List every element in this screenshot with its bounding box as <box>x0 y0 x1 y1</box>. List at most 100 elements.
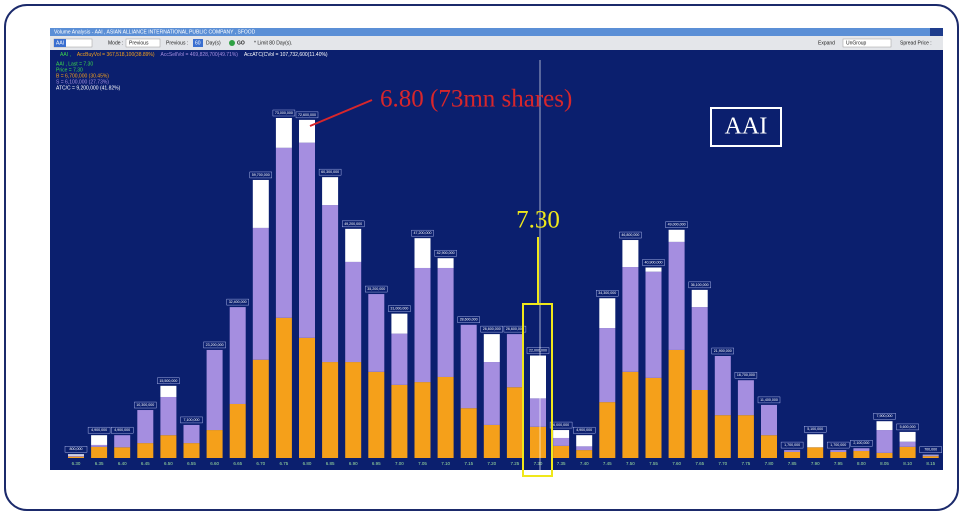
legend: AAI , AccBuyVol = 367,518,100(38.89%) AccS… <box>60 52 328 58</box>
bar-segment <box>645 271 662 378</box>
value-label-box <box>526 347 550 354</box>
highlight-box <box>522 303 553 477</box>
bar-segment <box>460 408 477 458</box>
value-label-box <box>734 372 758 379</box>
x-tick-label: 7.65 <box>695 461 704 466</box>
mode-select[interactable] <box>125 38 161 48</box>
value-label: 16,700,000 <box>737 373 755 377</box>
bar-segment <box>645 267 662 272</box>
bar-segment <box>691 390 708 458</box>
value-label-box <box>596 290 619 297</box>
bar-segment <box>807 447 824 458</box>
bar-segment <box>737 415 754 458</box>
value-label: 72,600,000 <box>298 113 316 117</box>
bar-segment <box>460 324 477 409</box>
x-tick-label: 6.30 <box>72 461 81 466</box>
bar-segment <box>137 410 154 444</box>
bar-segment <box>506 334 523 388</box>
value-label: 26,600,000 <box>483 327 501 331</box>
value-label: 73,000,000 <box>275 111 293 115</box>
x-tick-label: 8.10 <box>903 461 912 466</box>
value-label-box <box>249 171 273 179</box>
x-tick-label: 6.60 <box>210 461 219 466</box>
legend-entry: AccSellVol = 469,828,700(49.71%) <box>161 52 239 58</box>
bar-segment <box>645 377 662 458</box>
x-tick-label: 7.15 <box>464 461 473 466</box>
bar-segment <box>229 403 246 458</box>
bar-segment <box>553 437 570 446</box>
days: 60 <box>195 40 201 46</box>
bar-segment <box>160 435 177 458</box>
value-label-box <box>110 426 134 434</box>
bar-segment <box>530 398 546 427</box>
bar-segment <box>137 443 154 458</box>
bar-segment <box>830 450 847 452</box>
mode-label: Mode : <box>108 40 123 46</box>
value-label-box <box>549 421 573 429</box>
legend-entry: AccATC(CVol = 107,732,600(11.40%) <box>244 52 328 58</box>
value-label: 23,200,000 <box>206 343 224 347</box>
close-button[interactable] <box>930 28 943 36</box>
window-title: Volume Analysis - AAI , ASIAN ALLIANCE I… <box>54 29 256 35</box>
value-label-box <box>665 221 688 228</box>
info-line: S = 6,100,000 (27.73%) <box>56 79 109 85</box>
days-box[interactable] <box>193 39 203 47</box>
previous-label: Previous : <box>166 40 188 46</box>
mode-value: Previous <box>129 40 149 46</box>
bar-segment <box>737 380 754 416</box>
value-label-box <box>295 111 319 119</box>
value-label-box <box>318 168 342 176</box>
expand-button[interactable]: Expand <box>818 40 835 46</box>
annotation-text: 7.30 <box>516 207 560 234</box>
bar-segment <box>668 241 685 350</box>
value-label-box <box>342 220 365 228</box>
bar-segment <box>437 376 454 458</box>
bar-segment <box>160 385 177 397</box>
value-label-box <box>87 426 111 434</box>
value-label: 32,400,000 <box>229 300 247 304</box>
bar-segment <box>91 435 108 445</box>
bar-segment <box>483 362 500 425</box>
annotation-arrow <box>309 99 373 127</box>
bar-segment <box>91 444 108 447</box>
go-icon[interactable] <box>229 40 235 46</box>
bar-segment <box>322 177 339 206</box>
bar-segment <box>391 313 408 334</box>
value-label: 5,600,000 <box>900 425 916 429</box>
value-label: 7,900,000 <box>877 414 893 418</box>
value-label: 21,900,000 <box>714 349 732 353</box>
bar-segment <box>899 431 916 442</box>
value-label: 60,300,000 <box>321 170 339 174</box>
plot: AAI , AccBuyVol = 367,518,100(38.89%) AccS… <box>56 52 942 466</box>
x-tick-label: 6.55 <box>187 461 196 466</box>
bar-segment <box>206 430 223 458</box>
go-button[interactable]: GO <box>237 40 245 46</box>
value-label: 1,700,000 <box>830 443 846 447</box>
value-label: 6,000,000 <box>553 423 569 427</box>
value-label-box <box>157 377 180 385</box>
bar-segment <box>414 382 431 458</box>
value-label: 49,200,000 <box>344 222 362 226</box>
bar-segment <box>322 205 339 363</box>
bar-segment <box>830 451 847 458</box>
x-tick-label: 6.80 <box>303 461 312 466</box>
x-tick-label: 8.00 <box>857 461 866 466</box>
toolbar <box>50 36 943 50</box>
bar-segment <box>252 359 269 458</box>
value-label: 31,000,000 <box>390 307 408 311</box>
x-tick-label: 6.95 <box>372 461 381 466</box>
group-value: UnGroup <box>846 40 867 46</box>
x-tick-label: 7.50 <box>626 461 635 466</box>
value-label: 1,700,000 <box>784 443 800 447</box>
value-label-box <box>919 446 942 453</box>
value-label: 28,600,000 <box>460 318 478 322</box>
bar-segment <box>252 227 269 360</box>
value-label: 49,000,000 <box>668 223 686 227</box>
value-label-box <box>711 347 734 355</box>
value-label-box <box>896 423 919 431</box>
value-label-box <box>850 440 873 447</box>
value-label: 47,200,000 <box>414 231 432 235</box>
group-select[interactable] <box>842 38 892 48</box>
bar-segment <box>622 240 639 268</box>
bar-segment <box>530 355 546 399</box>
